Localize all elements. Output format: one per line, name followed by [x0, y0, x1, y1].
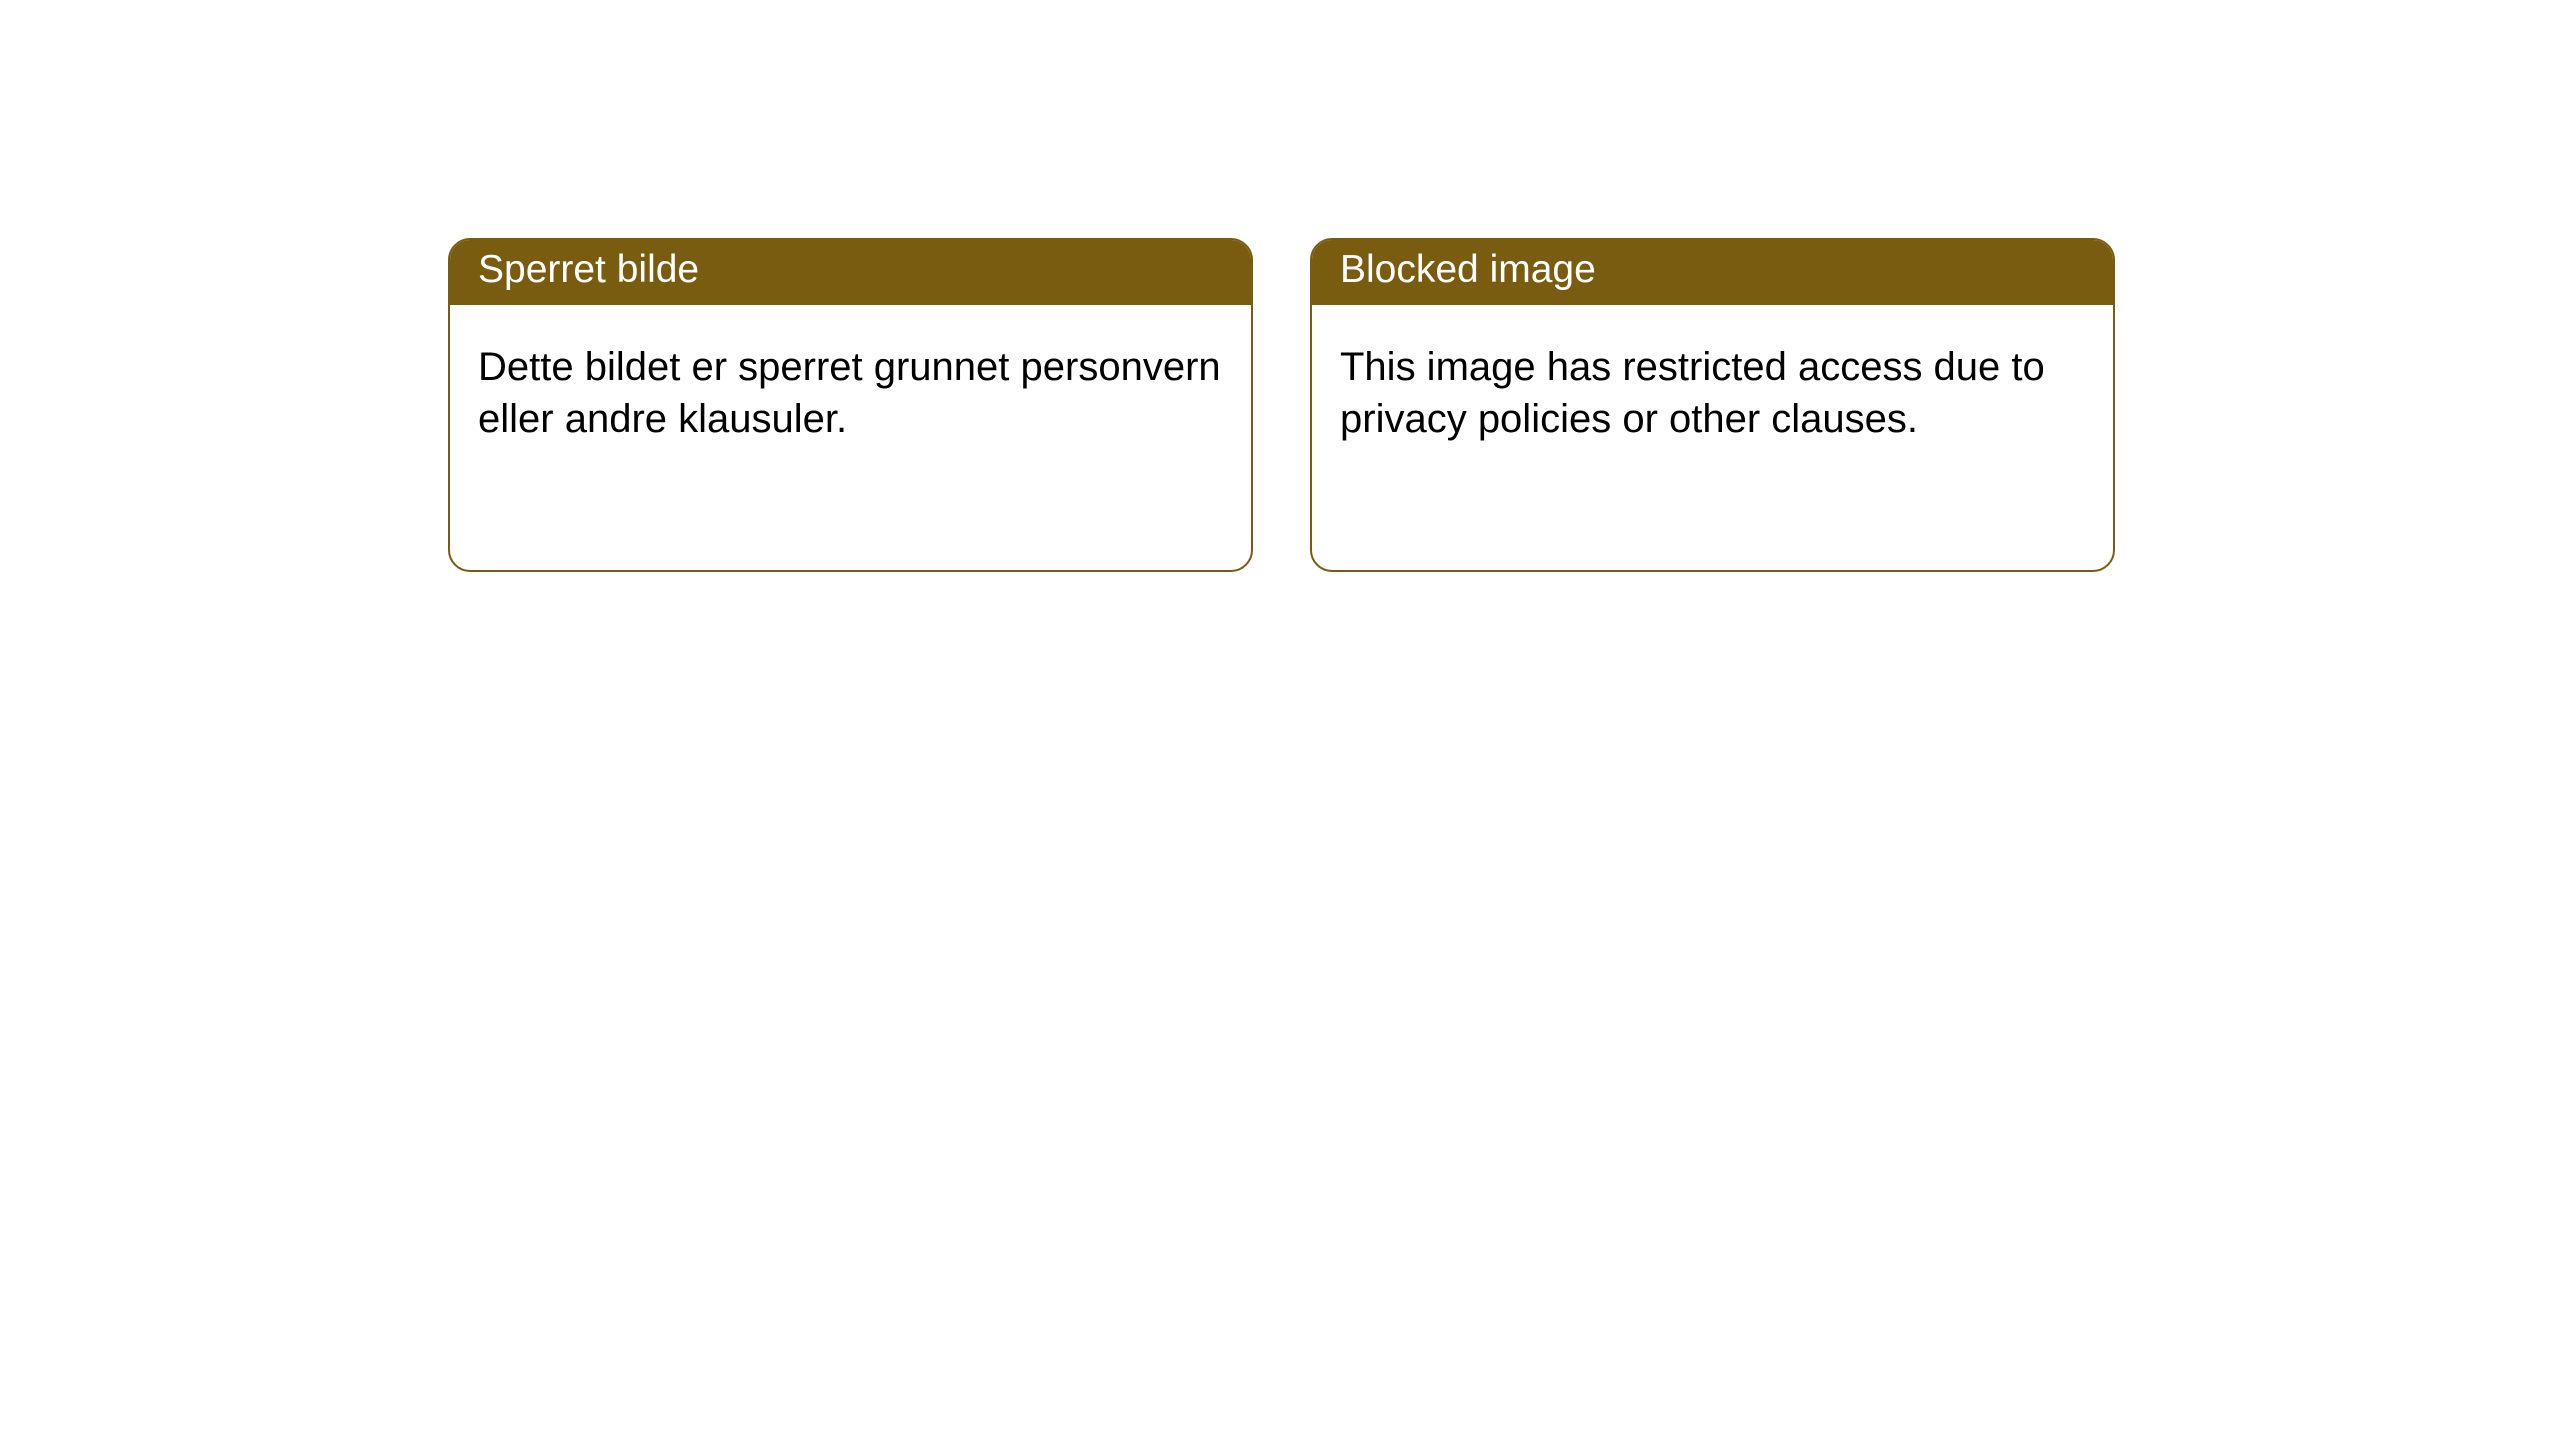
card-title: Blocked image: [1312, 240, 2113, 305]
notice-container: Sperret bilde Dette bildet er sperret gr…: [0, 0, 2560, 572]
card-title: Sperret bilde: [450, 240, 1251, 305]
card-body-text: Dette bildet er sperret grunnet personve…: [450, 305, 1251, 474]
card-body-text: This image has restricted access due to …: [1312, 305, 2113, 474]
notice-card-norwegian: Sperret bilde Dette bildet er sperret gr…: [448, 238, 1253, 572]
notice-card-english: Blocked image This image has restricted …: [1310, 238, 2115, 572]
